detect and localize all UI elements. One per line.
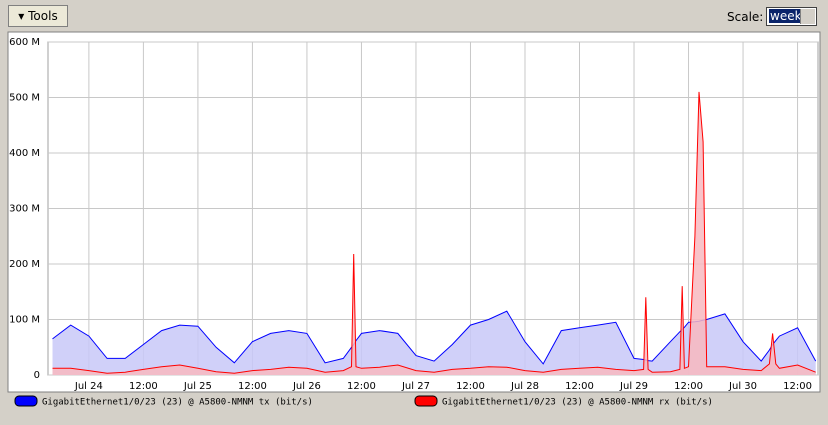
x-tick-label: 12:00 [565, 381, 594, 392]
y-tick-label: 600 M [9, 37, 40, 48]
y-tick-label: 0 [34, 370, 40, 381]
x-tick-label: 12:00 [347, 381, 376, 392]
tools-button[interactable]: ▾ Tools [8, 5, 68, 27]
x-tick-label: Jul 30 [728, 381, 757, 392]
y-tick-label: 400 M [9, 148, 40, 159]
x-tick-label: Jul 24 [74, 381, 103, 392]
series-area [52, 311, 816, 375]
x-tick-label: 12:00 [674, 381, 703, 392]
x-tick-label: 12:00 [456, 381, 485, 392]
x-tick-label: Jul 26 [292, 381, 321, 392]
x-tick-label: Jul 27 [401, 381, 430, 392]
x-tick-label: Jul 28 [510, 381, 539, 392]
legend-swatch [414, 395, 438, 407]
legend-label: GigabitEthernet1/0/23 (23) @ A5800-NMNM … [42, 398, 313, 408]
y-tick-label: 300 M [9, 204, 40, 215]
series-line [52, 91, 816, 374]
y-tick-label: 100 M [9, 315, 40, 326]
legend-label: GigabitEthernet1/0/23 (23) @ A5800-NMNM … [442, 398, 713, 408]
legend-swatch [14, 395, 38, 407]
tools-label: Tools [28, 9, 58, 23]
scale-select[interactable]: week [766, 7, 817, 26]
x-tick-label: Jul 25 [183, 381, 212, 392]
x-tick-label: Jul 29 [619, 381, 648, 392]
scale-value: week [769, 9, 803, 23]
x-tick-label: 12:00 [783, 381, 812, 392]
x-tick-label: 12:00 [129, 381, 158, 392]
scale-label: Scale: [727, 10, 764, 24]
x-tick-label: 12:00 [238, 381, 267, 392]
y-tick-label: 200 M [9, 259, 40, 270]
dropdown-arrow[interactable] [800, 9, 815, 24]
y-tick-label: 500 M [9, 93, 40, 104]
